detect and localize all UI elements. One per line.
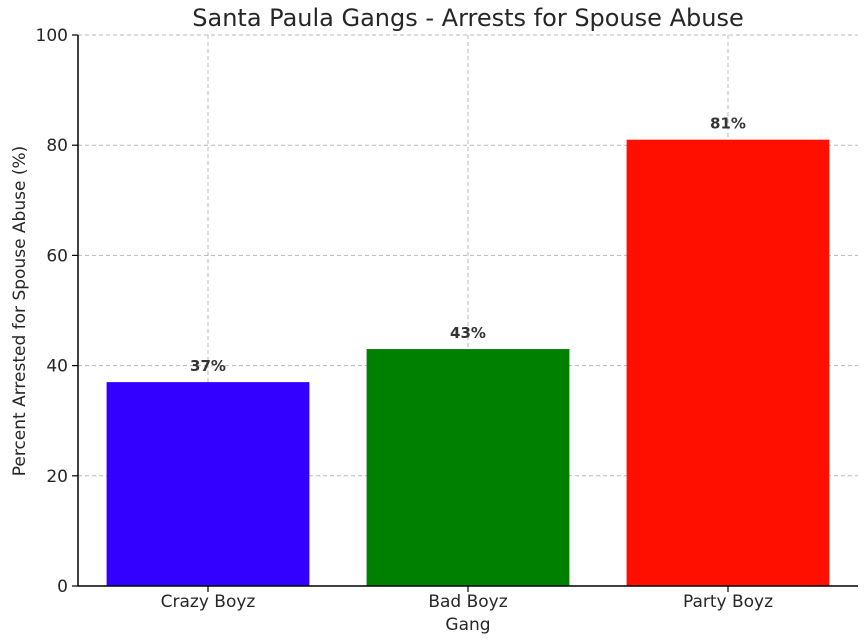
bar-data-label: 81% [710, 115, 746, 133]
bar [626, 139, 830, 586]
chart-title: Santa Paula Gangs - Arrests for Spouse A… [192, 4, 743, 32]
y-tick-label: 0 [57, 577, 68, 597]
y-axis-label: Percent Arrested for Spouse Abuse (%) [10, 146, 30, 477]
bar-data-label: 37% [190, 357, 226, 375]
y-tick-label: 80 [46, 136, 68, 156]
y-tick-label: 40 [46, 357, 68, 377]
x-tick-label: Party Boyz [683, 592, 773, 612]
bar [106, 382, 310, 586]
y-tick-label: 20 [46, 467, 68, 487]
bar-data-label: 43% [450, 324, 486, 342]
bars-layer [106, 139, 830, 586]
x-tick-label: Crazy Boyz [161, 592, 256, 612]
bar [366, 349, 570, 586]
x-axis-label: Gang [445, 615, 490, 635]
axes-layer [72, 34, 858, 592]
x-tick-label: Bad Boyz [428, 592, 507, 612]
labels-layer: 0 20 40 60 80 100 Crazy Boyz 37% Bad Boyz 43% Part… [36, 26, 774, 612]
y-tick-label: 100 [36, 26, 68, 46]
y-tick-label: 60 [46, 246, 68, 266]
